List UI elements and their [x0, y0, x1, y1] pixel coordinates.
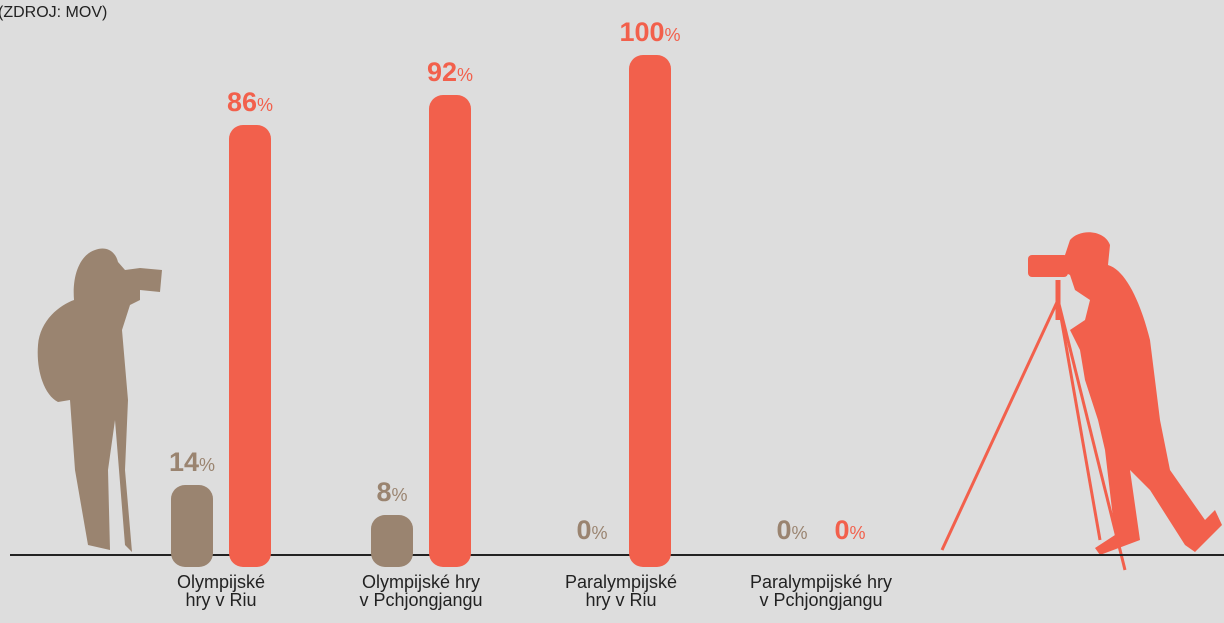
value-label: 0% — [576, 515, 607, 545]
value-label: 100% — [619, 17, 680, 47]
bar — [229, 125, 271, 567]
bar — [629, 55, 671, 567]
woman-photographer — [37, 248, 162, 552]
value-label: 0% — [834, 515, 865, 545]
value-label: 92% — [427, 57, 473, 87]
x-tick-label: Paralympijské hry v Pchjongjangu — [750, 572, 892, 610]
value-label: 14% — [169, 447, 215, 477]
value-label: 0% — [776, 515, 807, 545]
chart-title: (ZDROJ: MOV) — [0, 4, 107, 21]
bar — [171, 485, 213, 567]
bar — [371, 515, 413, 567]
value-label: 8% — [376, 477, 407, 507]
x-tick-label: Olympijské hry v Pchjongjangu — [359, 572, 482, 610]
x-tick-label: Paralympijské hry v Riu — [565, 572, 677, 610]
value-label: 86% — [227, 87, 273, 117]
x-tick-label: Olympijské hry v Riu — [177, 572, 265, 610]
man-photographer — [940, 232, 1222, 571]
bar — [429, 95, 471, 567]
